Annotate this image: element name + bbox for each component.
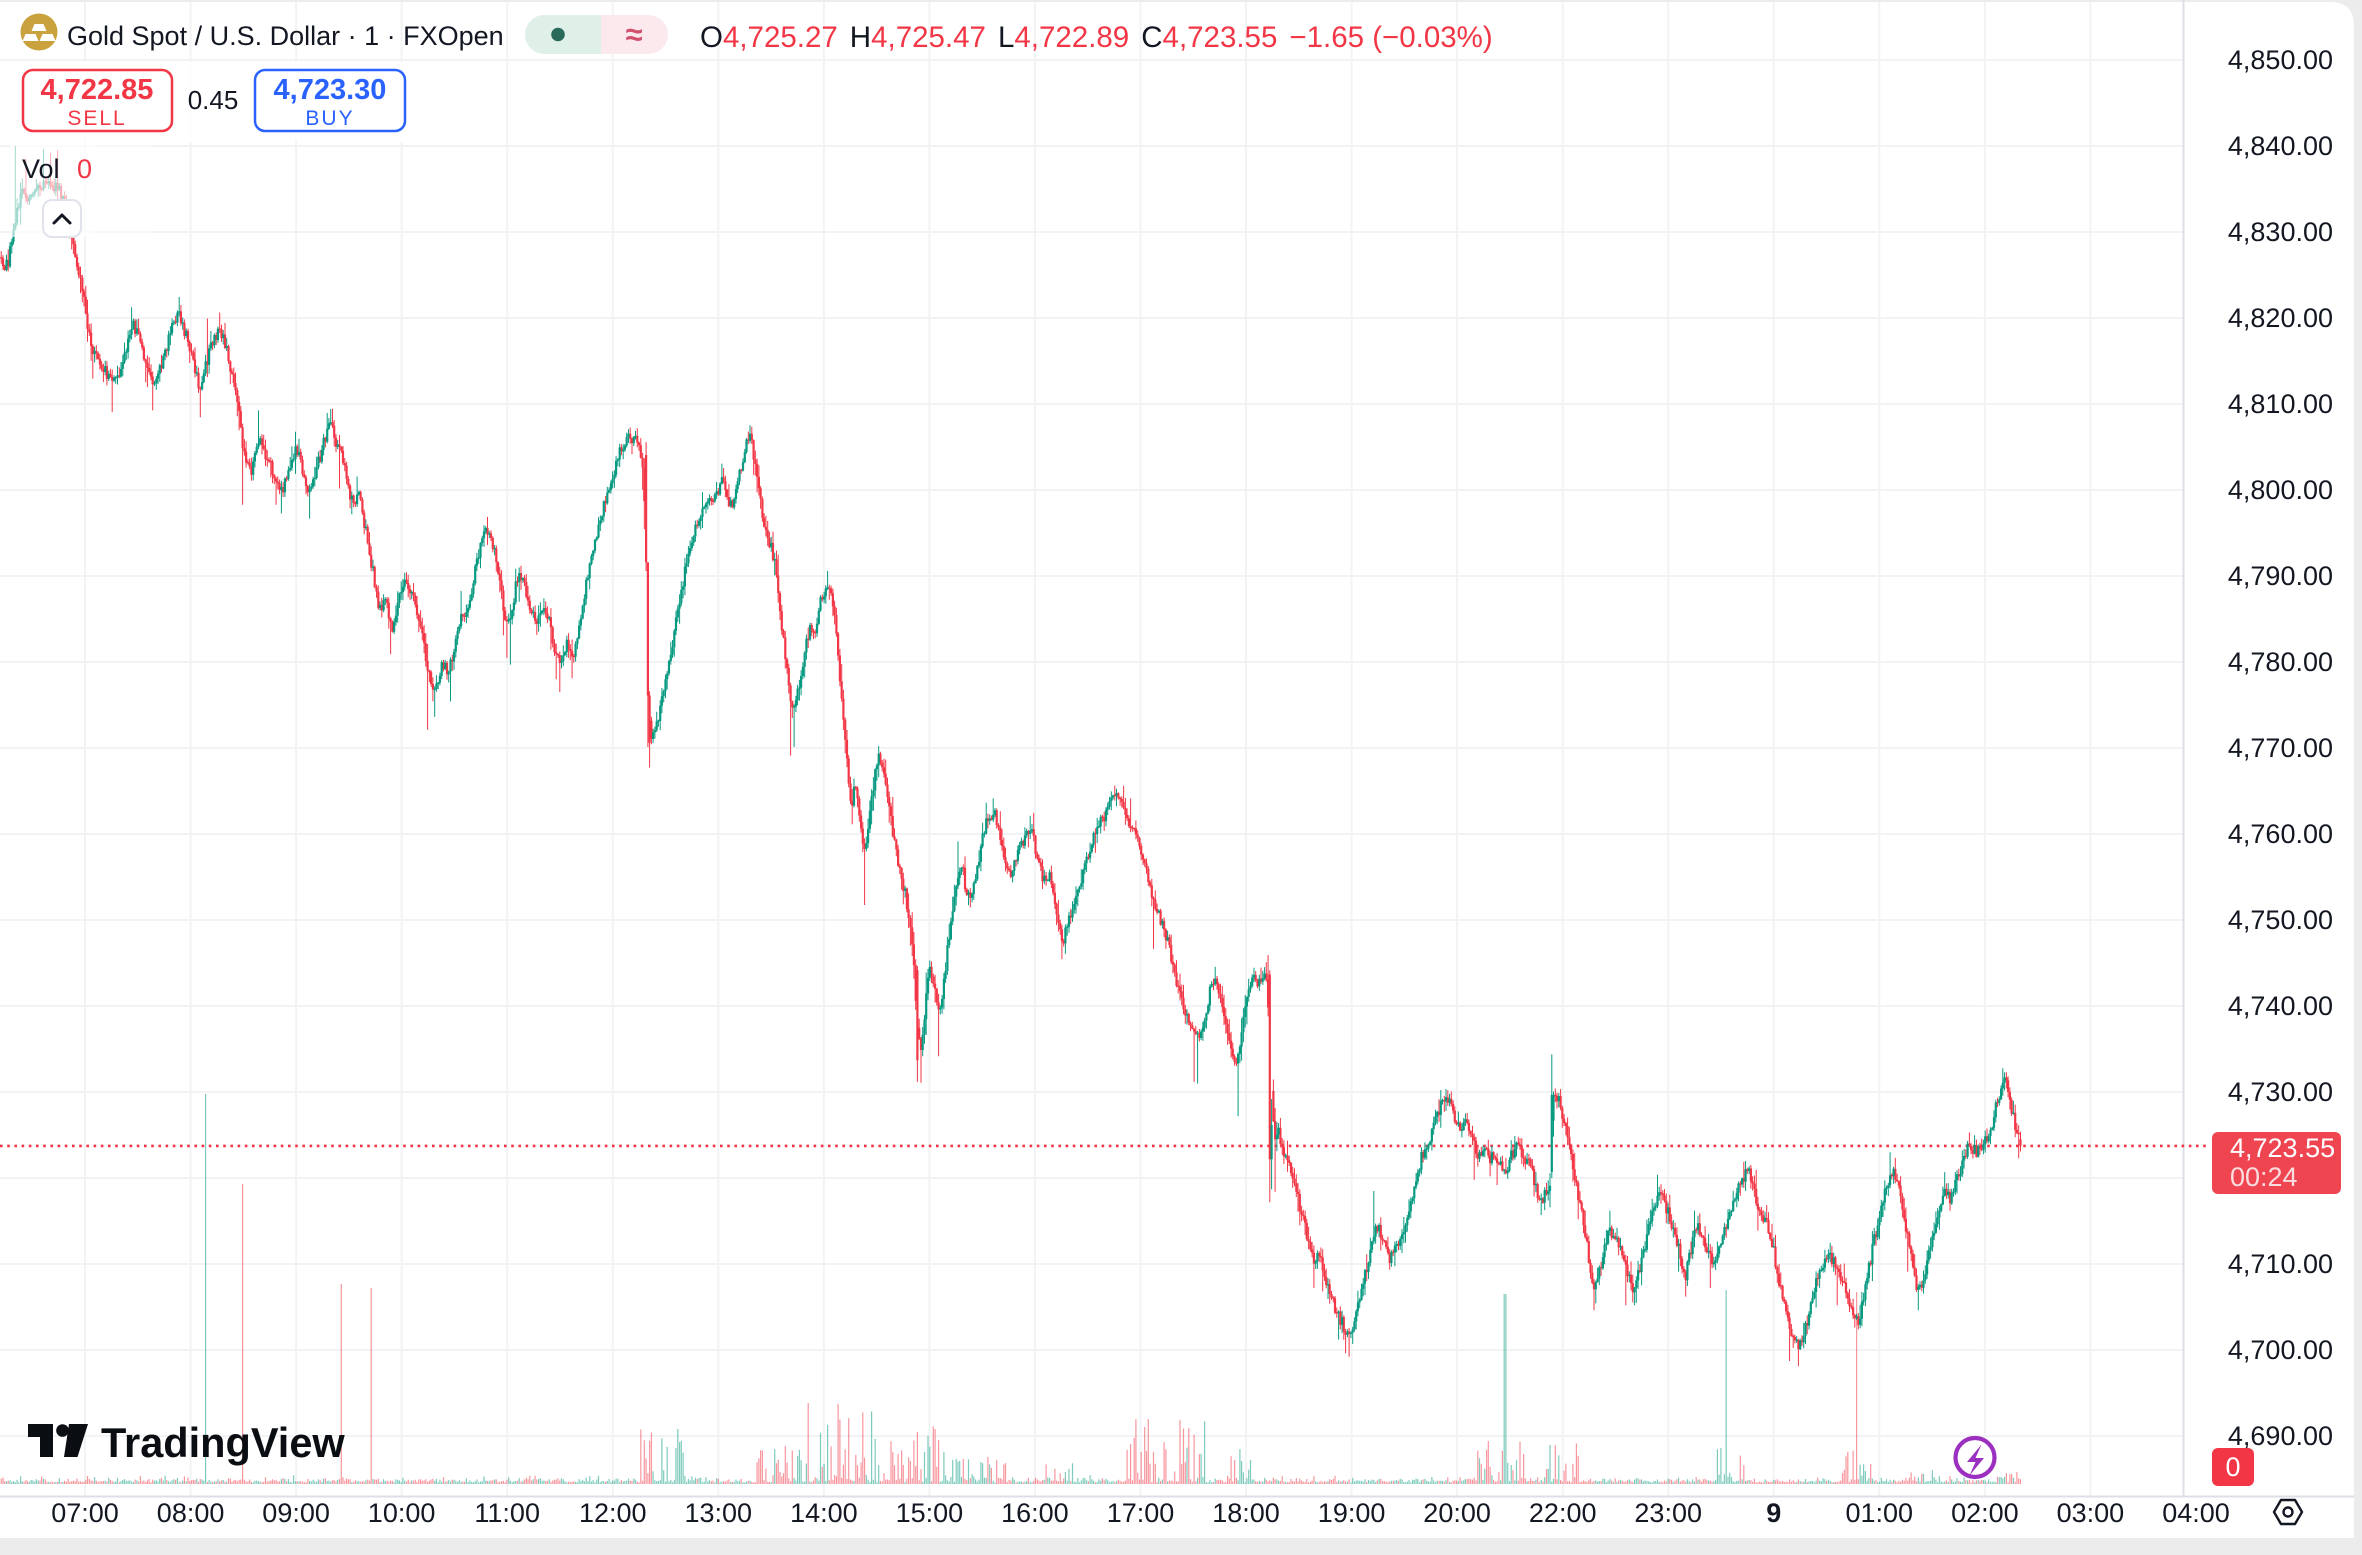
svg-text:4,750.00: 4,750.00 <box>2228 905 2333 935</box>
svg-text:0.45: 0.45 <box>188 85 239 115</box>
svg-text:BUY: BUY <box>305 107 354 130</box>
svg-text:4,723.55: 4,723.55 <box>2230 1133 2335 1163</box>
svg-text:02:00: 02:00 <box>1951 1498 2019 1528</box>
svg-text:4,840.00: 4,840.00 <box>2228 131 2333 161</box>
svg-text:11:00: 11:00 <box>474 1498 540 1528</box>
svg-text:16:00: 16:00 <box>1001 1498 1069 1528</box>
svg-text:4,830.00: 4,830.00 <box>2228 217 2333 247</box>
svg-text:23:00: 23:00 <box>1634 1498 1702 1528</box>
svg-text:9: 9 <box>1766 1498 1781 1528</box>
svg-text:12:00: 12:00 <box>579 1498 647 1528</box>
svg-text:00:24: 00:24 <box>2230 1162 2298 1192</box>
svg-text:15:00: 15:00 <box>896 1498 964 1528</box>
svg-text:4,800.00: 4,800.00 <box>2228 475 2333 505</box>
svg-text:03:00: 03:00 <box>2057 1498 2125 1528</box>
svg-text:04:00: 04:00 <box>2162 1498 2230 1528</box>
svg-text:13:00: 13:00 <box>685 1498 753 1528</box>
svg-text:4,730.00: 4,730.00 <box>2228 1077 2333 1107</box>
svg-text:18:00: 18:00 <box>1212 1498 1280 1528</box>
svg-text:4,780.00: 4,780.00 <box>2228 647 2333 677</box>
svg-text:4,690.00: 4,690.00 <box>2228 1421 2333 1451</box>
svg-text:4,820.00: 4,820.00 <box>2228 303 2333 333</box>
svg-text:4,722.85: 4,722.85 <box>41 74 154 106</box>
svg-text:4,770.00: 4,770.00 <box>2228 733 2333 763</box>
svg-text:4,790.00: 4,790.00 <box>2228 561 2333 591</box>
svg-text:14:00: 14:00 <box>790 1498 858 1528</box>
svg-text:01:00: 01:00 <box>1846 1498 1914 1528</box>
svg-text:0: 0 <box>2225 1452 2240 1482</box>
svg-text:17:00: 17:00 <box>1107 1498 1175 1528</box>
svg-text:SELL: SELL <box>67 107 126 130</box>
svg-text:Vol: Vol <box>22 154 60 184</box>
svg-text:20:00: 20:00 <box>1423 1498 1491 1528</box>
svg-text:09:00: 09:00 <box>262 1498 330 1528</box>
svg-text:TradingView: TradingView <box>101 1419 345 1466</box>
svg-text:4,700.00: 4,700.00 <box>2228 1335 2333 1365</box>
svg-text:08:00: 08:00 <box>157 1498 225 1528</box>
svg-text:≈: ≈ <box>625 17 642 52</box>
svg-text:4,740.00: 4,740.00 <box>2228 991 2333 1021</box>
svg-text:19:00: 19:00 <box>1318 1498 1386 1528</box>
svg-text:4,760.00: 4,760.00 <box>2228 819 2333 849</box>
svg-text:Gold Spot / U.S. Dollar · 1 ·: Gold Spot / U.S. Dollar · 1 · FXOpen <box>67 21 504 51</box>
svg-text:4,850.00: 4,850.00 <box>2228 45 2333 75</box>
svg-text:0: 0 <box>77 154 92 184</box>
svg-text:10:00: 10:00 <box>368 1498 436 1528</box>
svg-text:22:00: 22:00 <box>1529 1498 1597 1528</box>
svg-text:4,810.00: 4,810.00 <box>2228 389 2333 419</box>
svg-text:4,710.00: 4,710.00 <box>2228 1249 2333 1279</box>
svg-text:4,723.30: 4,723.30 <box>274 74 387 106</box>
svg-text:07:00: 07:00 <box>51 1498 119 1528</box>
